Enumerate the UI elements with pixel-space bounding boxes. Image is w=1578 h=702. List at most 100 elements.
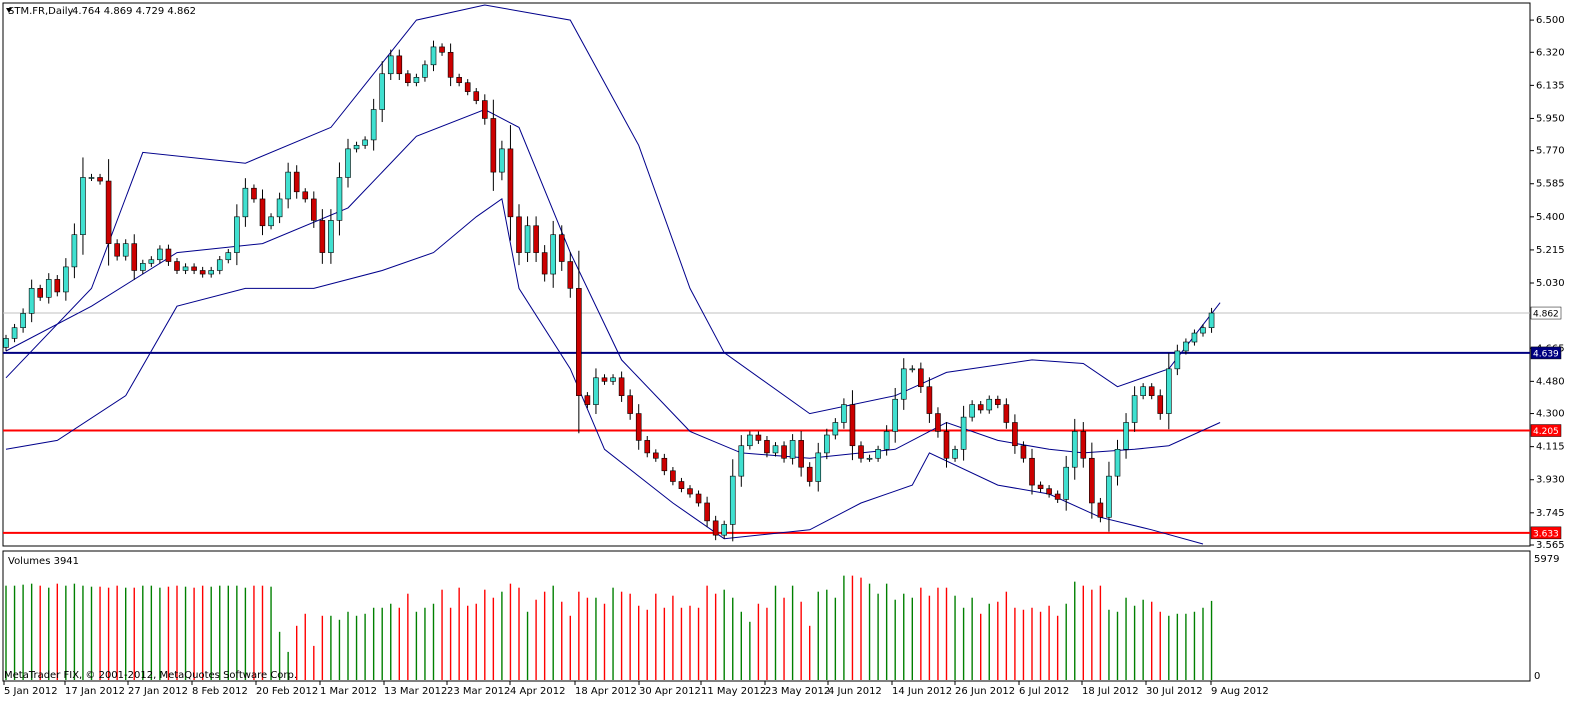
candle-body <box>362 139 368 146</box>
x-tick-label: 14 Jun 2012 <box>892 686 952 697</box>
candle <box>114 239 120 261</box>
candle-body <box>490 118 497 173</box>
candle <box>909 365 916 373</box>
bollinger-lower-band <box>5 198 1204 545</box>
candle-body <box>652 452 659 459</box>
candle <box>670 467 676 486</box>
candle <box>550 220 557 288</box>
candle <box>45 273 52 304</box>
candle <box>422 60 428 82</box>
candle-body <box>712 520 719 536</box>
candle-body <box>422 64 428 78</box>
candle-body <box>541 252 548 275</box>
candle-body <box>969 404 975 418</box>
candle <box>80 157 86 255</box>
candle <box>310 191 317 228</box>
candle-body <box>379 73 386 110</box>
candle-body <box>661 457 668 472</box>
candle <box>1071 418 1078 480</box>
candle <box>345 138 351 188</box>
x-tick-label: 30 Apr 2012 <box>639 686 701 697</box>
candle-body <box>576 288 582 396</box>
candle <box>105 159 112 266</box>
candle <box>413 73 420 87</box>
candle <box>823 428 830 460</box>
candle-body <box>584 395 591 405</box>
price-panel-frame <box>2 2 1531 547</box>
volume-label: Volumes 3941 <box>8 556 79 567</box>
candle <box>918 362 924 393</box>
candle <box>353 141 360 153</box>
candle-body <box>1003 404 1010 423</box>
candle <box>593 368 599 414</box>
candle-body <box>567 261 574 289</box>
candle-body <box>1148 386 1155 396</box>
candle-body <box>1080 431 1087 459</box>
candle-body <box>747 434 753 447</box>
candle <box>729 459 736 542</box>
candle-body <box>883 431 890 450</box>
candle <box>926 377 933 423</box>
candle <box>1114 439 1121 486</box>
candle-body <box>11 327 18 339</box>
x-tick-label: 11 May 2012 <box>701 686 766 697</box>
candle <box>892 387 899 443</box>
y-tick-label: 4.480 <box>1536 376 1565 387</box>
candle-body <box>729 475 736 525</box>
time-axis: 5 Jan 2012 17 Jan 2012 27 Jan 2012 8 Feb 20… <box>3 681 1269 697</box>
candle-body <box>1208 312 1215 329</box>
candle <box>644 435 651 458</box>
candle <box>447 43 454 87</box>
candle-body <box>935 413 941 432</box>
candle-body <box>499 148 505 173</box>
candle <box>1191 329 1198 346</box>
candle-body <box>781 445 787 459</box>
y-tick-label: 4.300 <box>1536 409 1565 420</box>
y-tick-label: 6.320 <box>1536 47 1565 58</box>
candle-body <box>199 270 206 275</box>
y-tick-label: 5.215 <box>1536 245 1565 256</box>
candle-body <box>259 198 266 227</box>
support-lower-tag-label: 3.633 <box>1533 529 1559 539</box>
x-tick-label: 20 Feb 2012 <box>256 686 318 697</box>
candle <box>63 258 69 301</box>
candle-body <box>131 243 138 271</box>
candle <box>1208 307 1215 333</box>
candle <box>276 192 283 224</box>
candle <box>140 259 146 275</box>
price-axis: 6.500 6.320 6.135 5.950 5.770 5.585 5.400 5.215… <box>1530 15 1565 551</box>
candle-body <box>1123 422 1129 450</box>
candle-body <box>1200 327 1206 334</box>
candle <box>875 445 881 462</box>
candle-body <box>413 77 420 83</box>
candle <box>721 520 728 539</box>
candle-body <box>114 243 120 257</box>
candle-body <box>841 404 847 423</box>
candle <box>157 245 163 264</box>
candle-body <box>80 177 86 236</box>
copyright-text: MetaTrader FIX, © 2001-2012, MetaQuotes … <box>4 670 297 681</box>
candle-body <box>285 171 291 200</box>
candle-body <box>858 445 864 459</box>
candle <box>174 257 180 275</box>
candlesticks <box>3 40 1215 542</box>
symbol-marker-icon <box>6 8 12 13</box>
x-tick-label: 18 Apr 2012 <box>575 686 637 697</box>
candle-body <box>516 216 522 253</box>
x-tick-label: 13 Mar 2012 <box>384 686 447 697</box>
candle <box>208 266 214 278</box>
candle <box>20 308 26 333</box>
candle-body <box>191 266 197 271</box>
candle-body <box>806 466 813 482</box>
current-price-tag <box>1530 306 1562 320</box>
candle <box>712 515 719 541</box>
candle <box>430 40 437 72</box>
candle <box>387 49 394 81</box>
volume-max-label: 5979 <box>1534 554 1559 565</box>
candle <box>747 431 753 450</box>
candle-body <box>336 177 343 221</box>
bollinger-middle-band <box>5 108 1221 459</box>
candle <box>1080 422 1087 468</box>
candle-body <box>387 55 394 75</box>
candle <box>1063 455 1069 511</box>
